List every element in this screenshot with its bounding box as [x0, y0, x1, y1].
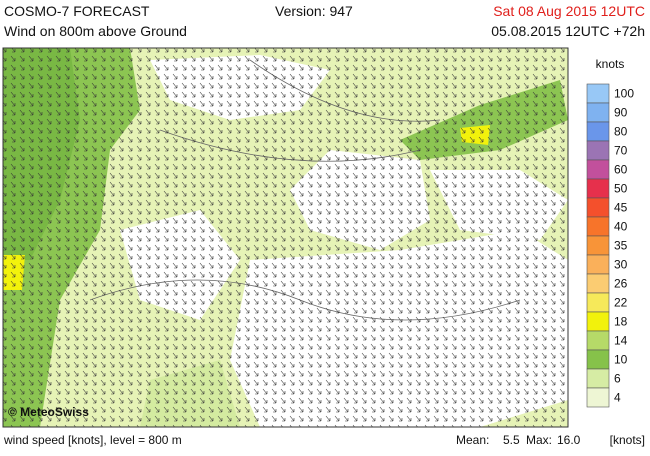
- legend-label: 60: [614, 163, 628, 177]
- valid-time: Sat 08 Aug 2015 12UTC: [493, 3, 645, 19]
- run-time: 05.08.2015 12UTC +72h: [491, 23, 645, 39]
- legend-label: 50: [614, 182, 628, 196]
- legend-swatch: [586, 330, 610, 351]
- legend-label: 30: [614, 258, 628, 272]
- legend-label: 14: [614, 334, 628, 348]
- legend-swatch: [586, 311, 610, 332]
- subtitle: Wind on 800m above Ground: [4, 23, 187, 39]
- version: Version: 947: [275, 3, 353, 19]
- max-label: Max:: [526, 433, 552, 447]
- legend-swatch: [586, 349, 610, 370]
- legend-label: 100: [614, 87, 634, 101]
- legend-swatch: [586, 159, 610, 180]
- legend-label: 18: [614, 315, 628, 329]
- legend-swatch: [586, 83, 610, 104]
- copyright: © MeteoSwiss: [8, 405, 89, 419]
- map-frame: [2, 47, 569, 428]
- mean-value: 5.5: [503, 433, 520, 447]
- legend-swatch: [586, 235, 610, 256]
- legend-label: 40: [614, 220, 628, 234]
- legend-label: 45: [614, 201, 628, 215]
- legend-label: 4: [614, 391, 621, 405]
- legend-label: 90: [614, 106, 628, 120]
- max-value: 16.0: [557, 433, 581, 447]
- unit: [knots]: [610, 433, 645, 447]
- legend-swatch: [586, 387, 610, 408]
- legend-label: 70: [614, 144, 628, 158]
- legend-label: 22: [614, 296, 628, 310]
- legend-swatch: [586, 273, 610, 294]
- legend-label: 26: [614, 277, 628, 291]
- legend-label: 10: [614, 353, 628, 367]
- title: COSMO-7 FORECAST: [4, 3, 150, 19]
- legend-swatch: [586, 216, 610, 237]
- legend-swatch: [586, 140, 610, 161]
- legend-label: 80: [614, 125, 628, 139]
- legend-label: 6: [614, 372, 621, 386]
- legend: 100 90 80 70 60 50 45 40 35 30 26 22 18 14 10 6 4: [586, 83, 634, 408]
- mean-label: Mean:: [456, 433, 489, 447]
- legend-swatch: [586, 197, 610, 218]
- footer-description: wind speed [knots], level = 800 m: [3, 433, 182, 447]
- legend-swatch: [586, 368, 610, 389]
- legend-swatch: [586, 178, 610, 199]
- map: [3, 48, 568, 427]
- legend-swatch: [586, 292, 610, 313]
- legend-swatch: [586, 254, 610, 275]
- legend-swatch: [586, 102, 610, 123]
- legend-swatch: [586, 121, 610, 142]
- legend-unit: knots: [596, 57, 625, 71]
- legend-label: 35: [614, 239, 628, 253]
